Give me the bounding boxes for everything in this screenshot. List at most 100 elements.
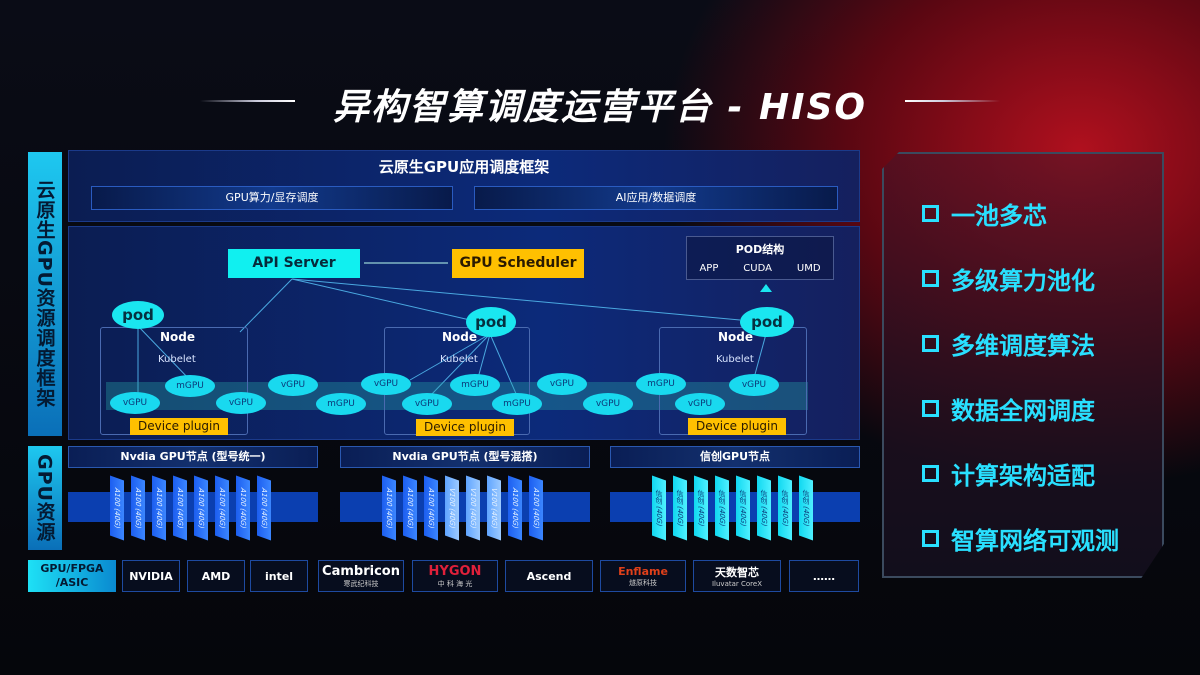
pod-2: pod [466, 307, 516, 337]
gpu-card: 信创 (40G) [694, 475, 708, 541]
framework-title: 云原生GPU应用调度框架 [378, 158, 550, 176]
node-label-1: Node [160, 330, 196, 344]
feature-item: 一池多芯 [922, 196, 1047, 231]
device-plugin-3: Device plugin [688, 418, 786, 435]
virtual-gpu-mgpu: mGPU [316, 393, 366, 415]
line [409, 333, 491, 381]
ai-data-scheduling-bar: AI应用/数据调度 [474, 186, 838, 210]
api-server-box: API Server [228, 249, 360, 278]
vendor-logo-1: AMD [187, 560, 245, 592]
feature-label: 多级算力池化 [951, 267, 1095, 295]
arrow-up-icon [760, 284, 772, 292]
virtual-gpu-vgpu: vGPU [361, 373, 411, 395]
pod-structure-box: POD结构 APP CUDA UMD [686, 236, 834, 280]
title-line-left [200, 100, 295, 102]
feature-label: 智算网络可观测 [951, 527, 1119, 555]
chip-type-label: GPU/FPGA /ASIC [28, 560, 116, 592]
gpu-card: A100 (40G) [382, 475, 396, 541]
feature-label: 一池多芯 [951, 202, 1047, 230]
vendor-name: …… [813, 569, 835, 583]
gpu-card: A100 (40G) [131, 475, 145, 541]
virtual-gpu-mgpu: mGPU [165, 375, 215, 397]
line [291, 278, 741, 321]
checkbox-icon [922, 335, 939, 352]
kubelet-label-2: Kubelet [440, 354, 478, 365]
gpu-card: V100 (40G) [466, 475, 480, 541]
gpu-card: A100 (40G) [403, 475, 417, 541]
vendor-name: Cambricon [322, 563, 400, 579]
device-plugin-1: Device plugin [130, 418, 228, 435]
gpu-node-title: Nvdia GPU节点 (型号统一) [68, 446, 318, 468]
virtual-gpu-vgpu: vGPU [216, 392, 266, 414]
pod-1: pod [112, 301, 164, 329]
feature-label: 数据全网调度 [951, 397, 1095, 425]
feature-item: 多维调度算法 [922, 326, 1095, 361]
gpu-card: A100 (40G) [424, 475, 438, 541]
vendor-name: Ascend [526, 569, 572, 583]
gpu-card: A100 (40G) [152, 475, 166, 541]
feature-label: 计算架构适配 [951, 462, 1095, 490]
line [489, 333, 518, 397]
virtual-gpu-vgpu: vGPU [402, 393, 452, 415]
gpu-node-title: 信创GPU节点 [610, 446, 860, 468]
vendor-subtitle: 寒武纪科技 [343, 579, 379, 588]
vendor-logo-8: …… [789, 560, 859, 592]
gpu-card: A100 (40G) [215, 475, 229, 541]
vendor-logo-2: intel [250, 560, 308, 592]
virtual-gpu-mgpu: mGPU [450, 374, 500, 396]
vendor-name: 天数智芯 [715, 566, 759, 579]
pod-3: pod [740, 307, 794, 337]
feature-item: 计算架构适配 [922, 456, 1095, 491]
feature-item: 智算网络可观测 [922, 521, 1119, 556]
gpu-card: A100 (40G) [173, 475, 187, 541]
pod-structure-cuda: CUDA [743, 263, 772, 274]
feature-label: 多维调度算法 [951, 332, 1095, 360]
gpu-compute-scheduling-bar: GPU算力/显存调度 [91, 186, 453, 210]
checkbox-icon [922, 205, 939, 222]
pod-structure-umd: UMD [796, 263, 821, 274]
gpu-card: A100 (40G) [110, 475, 124, 541]
kubelet-label-3: Kubelet [716, 354, 754, 365]
gpu-card: A100 (40G) [529, 475, 543, 541]
resources-side-label: GPU资源 [28, 446, 62, 550]
gpu-card: V100 (40G) [487, 475, 501, 541]
vendor-logo-7: 天数智芯 Iluvatar CoreX [693, 560, 781, 592]
node-label-2: Node [442, 330, 478, 344]
gpu-node-title: Nvdia GPU节点 (型号混搭) [340, 446, 590, 468]
gpu-node-rail [340, 492, 590, 522]
vendor-name: AMD [201, 569, 231, 583]
checkbox-icon [922, 530, 939, 547]
feature-panel [882, 152, 1164, 578]
virtual-gpu-vgpu: vGPU [268, 374, 318, 396]
gpu-node-rail [610, 492, 860, 522]
virtual-gpu-vgpu: vGPU [110, 392, 160, 414]
vendor-logo-3: Cambricon 寒武纪科技 [318, 560, 404, 592]
virtual-gpu-vgpu: vGPU [675, 393, 725, 415]
vendor-subtitle: 燧原科技 [629, 578, 657, 587]
gpu-scheduler-box: GPU Scheduler [452, 249, 584, 278]
kubelet-label-1: Kubelet [158, 354, 196, 365]
framework-side-label: 云原生GPU资源调度框架 [28, 152, 62, 436]
vendor-name: NVIDIA [129, 569, 173, 583]
gpu-card: 信创 (40G) [736, 475, 750, 541]
gpu-card: 信创 (40G) [673, 475, 687, 541]
vendor-subtitle: 中 科 海 光 [437, 579, 473, 588]
line [753, 333, 767, 379]
pod-structure-app: APP [699, 263, 719, 274]
checkbox-icon [922, 465, 939, 482]
vendor-logo-6: Enflame 燧原科技 [600, 560, 686, 592]
virtual-gpu-mgpu: mGPU [636, 373, 686, 395]
node-label-3: Node [718, 330, 754, 344]
vendor-name: HYGON [428, 563, 482, 579]
gpu-card: A100 (40G) [508, 475, 522, 541]
page-title: 异构智算调度运营平台 - HISO [332, 87, 868, 128]
gpu-card: 信创 (40G) [778, 475, 792, 541]
gpu-card: 信创 (40G) [715, 475, 729, 541]
line [291, 278, 471, 321]
gpu-card: A100 (40G) [236, 475, 250, 541]
virtual-gpu-vgpu: vGPU [537, 373, 587, 395]
vendor-logo-0: NVIDIA [122, 560, 180, 592]
gpu-card: V100 (40G) [445, 475, 459, 541]
feature-item: 多级算力池化 [922, 261, 1095, 296]
